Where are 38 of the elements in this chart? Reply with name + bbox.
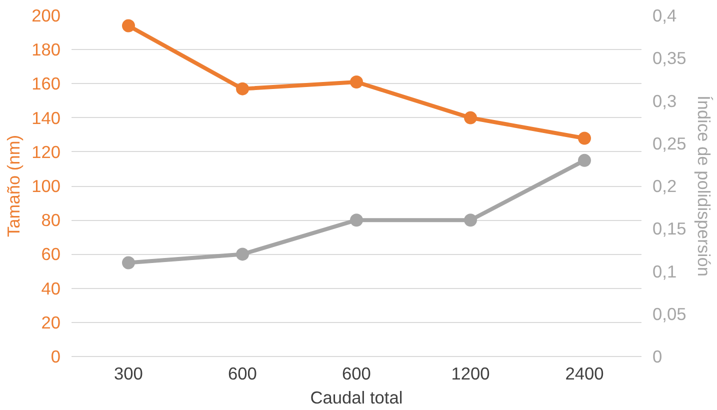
y-tick-label: 0 [50, 346, 61, 366]
point [350, 76, 363, 88]
y2-axis-title: Índice de polidispersión [694, 95, 714, 277]
point [464, 214, 477, 227]
x-tick-label: 600 [228, 364, 257, 384]
y-tick-label: 120 [32, 142, 61, 162]
y2-tick-label: 0,4 [652, 6, 677, 26]
x-tick-label: 300 [114, 364, 143, 384]
x-axis-title: Caudal total [310, 388, 403, 408]
point [236, 82, 249, 96]
y-tick-label: 20 [41, 312, 61, 332]
y-tick-label: 100 [32, 176, 61, 196]
y-tick-label: 80 [41, 210, 61, 230]
y2-tick-label: 0,25 [652, 133, 686, 154]
point [122, 19, 135, 32]
point [350, 214, 363, 227]
point [578, 132, 591, 145]
y2-tick-label: 0 [652, 346, 662, 366]
y-tick-label: 200 [32, 6, 61, 26]
y-tick-label: 180 [32, 40, 61, 60]
y-tick-label: 40 [41, 278, 61, 298]
point [464, 111, 477, 124]
y-tick-label: 60 [41, 244, 61, 264]
y2-tick-label: 0,15 [652, 218, 686, 239]
y2-tick-label: 0,1 [652, 261, 677, 282]
point [578, 154, 591, 167]
point [236, 248, 249, 261]
y2-tick-label: 0,35 [652, 48, 686, 68]
y2-tick-label: 0,05 [652, 304, 686, 324]
y-tick-label: 160 [32, 74, 61, 94]
x-tick-label: 1200 [451, 364, 490, 384]
point [122, 256, 135, 270]
y-tick-label: 140 [32, 108, 61, 128]
x-tick-label: 2400 [565, 364, 604, 384]
y2-tick-label: 0,3 [652, 90, 677, 111]
y-axis-title: Tamaño (nm) [4, 134, 24, 238]
y2-tick-label: 0,2 [652, 176, 677, 196]
x-tick-label: 600 [342, 364, 371, 384]
